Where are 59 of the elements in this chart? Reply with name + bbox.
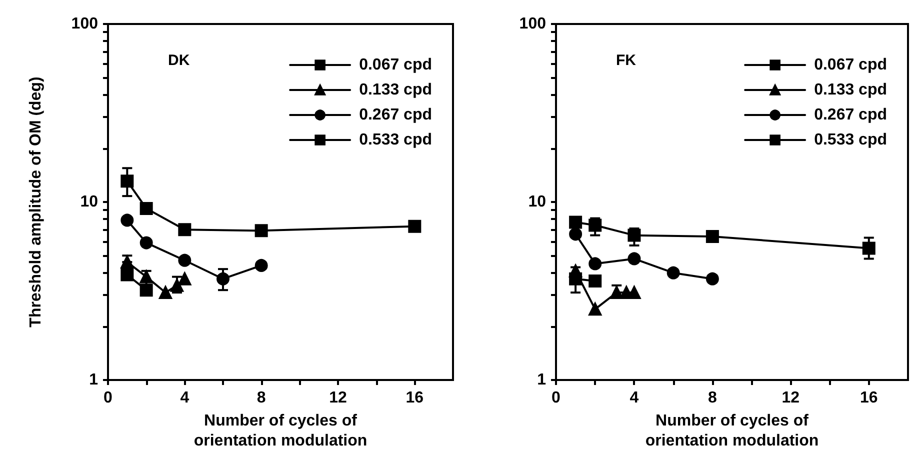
point [120,268,134,282]
legend-label: 0.133 cpd [814,82,888,98]
x-tick-label: 16 [406,390,424,406]
point [140,284,153,297]
text: FK [616,52,636,69]
point [666,266,680,280]
point [178,223,192,236]
y-tick-label: 1 [537,372,546,388]
y-tick-label: 100 [519,16,546,32]
point [706,230,719,243]
point [628,228,641,242]
point [862,242,876,255]
point [178,254,192,267]
x-tick-label: 0 [104,390,113,406]
point [140,236,153,250]
point [178,272,192,286]
legend-label: 0.533 cpd [359,132,432,148]
point [159,286,172,300]
text: DK [168,52,190,69]
legend-label: 0.067 cpd [359,56,432,74]
point [706,272,719,286]
point [254,258,268,272]
point [408,220,422,233]
legend-label: 0.133 cpd [359,82,432,98]
point [588,257,602,270]
legend-label: 0.533 cpd [814,132,888,148]
y-tick-label: 1 [89,372,98,388]
point [569,216,582,229]
point [588,274,602,288]
y-tick-label: 100 [71,16,98,32]
x-tick-label: 8 [256,390,266,406]
point [628,252,641,266]
x-tick-label: 12 [329,390,347,406]
x-tick-label: 0 [552,390,561,406]
point [588,218,602,232]
x-tick-label: 8 [708,390,717,406]
point [140,202,153,215]
x-axis-title: Number of cycles of orientation modulation [194,412,368,450]
legend-label: 0.267 cpd [359,106,432,124]
x-axis-title: Number of cycles of orientation modulation [645,412,819,450]
point [120,174,134,188]
x-tick-label: 4 [180,390,190,406]
x-tick-label: 12 [782,390,800,406]
x-tick-label: 16 [860,390,878,406]
x-tick-label: 4 [630,390,639,406]
y-axis-title: Threshold amplitude of OM (deg) [28,76,44,328]
legend-label: 0.067 cpd [814,56,888,74]
point [120,214,134,227]
point [120,256,134,269]
point [170,278,184,292]
point [140,270,153,284]
point [254,224,268,238]
point [588,302,602,316]
point [216,272,230,286]
y-tick-label: 10 [80,194,98,210]
point [569,264,582,278]
y-tick-label: 10 [528,194,546,210]
legend-label: 0.267 cpd [814,106,888,124]
point [569,228,582,241]
